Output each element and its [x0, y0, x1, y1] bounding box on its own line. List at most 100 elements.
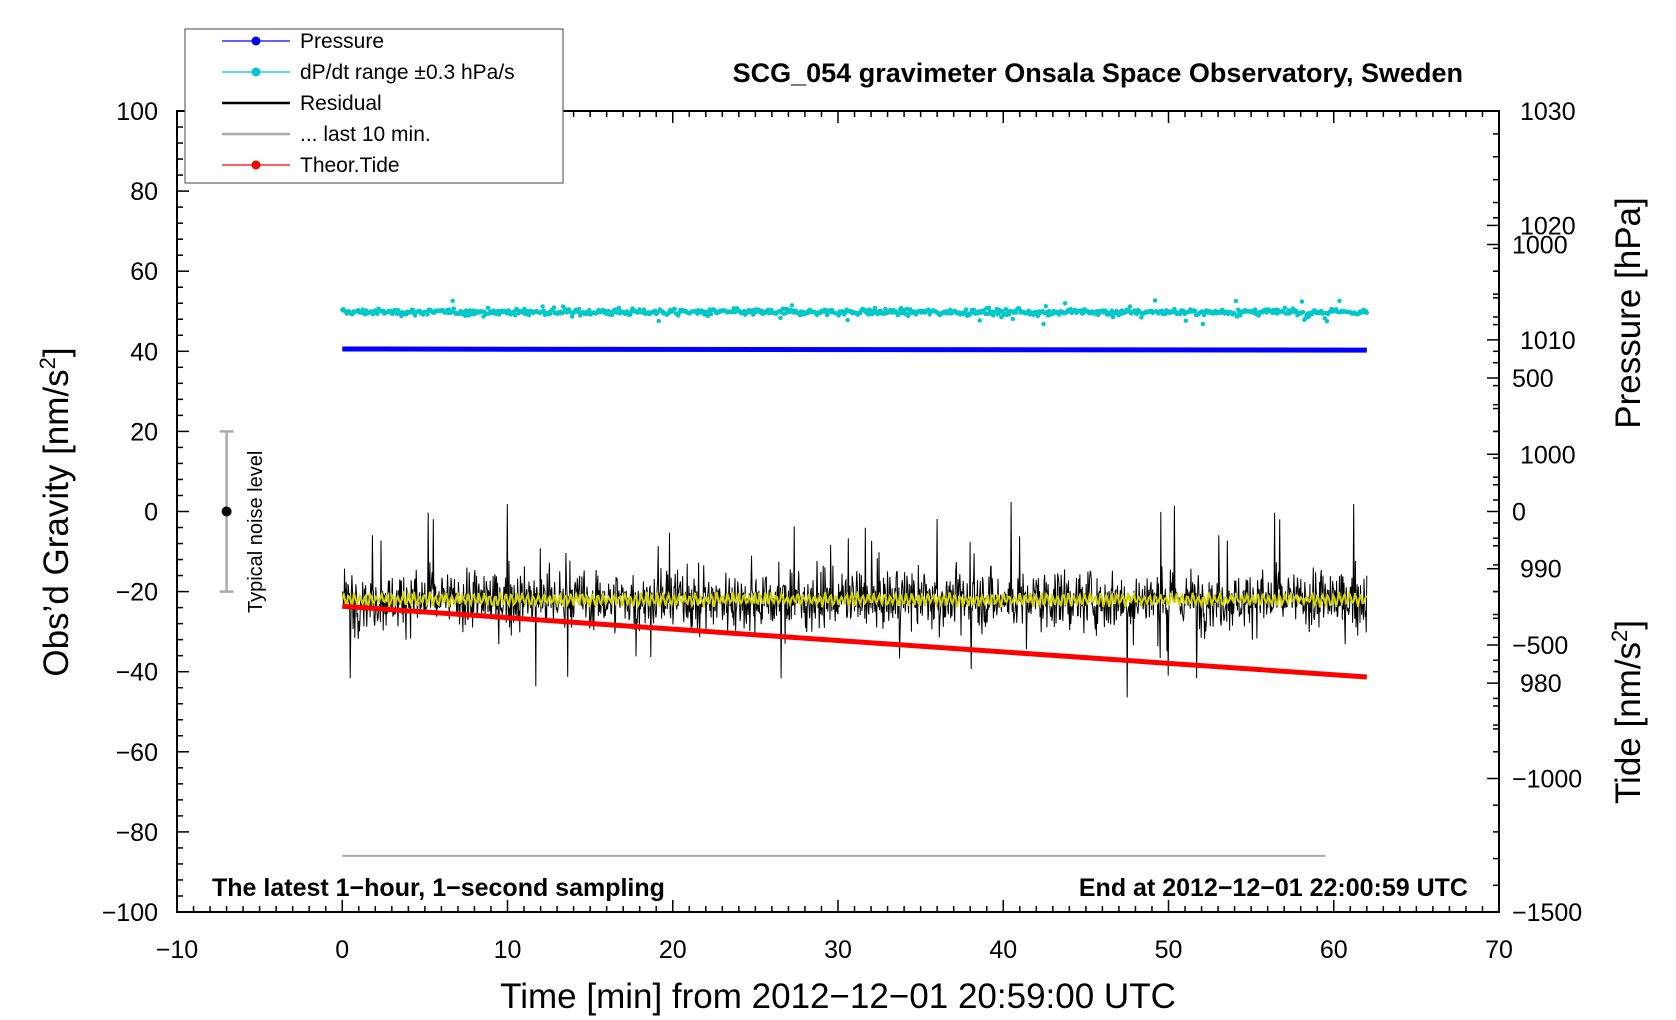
x-tick-label: 0 — [335, 936, 349, 964]
gravity-tick-label: 0 — [144, 499, 158, 527]
dpdt-point — [778, 315, 783, 321]
tide-tick-label: 500 — [1512, 365, 1554, 393]
x-tick-label: 20 — [659, 936, 687, 964]
dpdt-point — [1139, 315, 1144, 320]
x-tick-label: 30 — [824, 936, 852, 964]
dpdt-point — [1081, 311, 1086, 316]
gravity-label-superscript: 2 — [35, 357, 60, 369]
legend-label: ... last 10 min. — [300, 123, 431, 146]
dpdt-point — [705, 313, 710, 319]
dpdt-point — [947, 307, 953, 312]
x-tick-label: 40 — [989, 936, 1017, 964]
dpdt-point — [1364, 310, 1370, 315]
dpdt-point — [656, 318, 661, 324]
series-dp-dt — [340, 298, 1370, 327]
dpdt-point — [1110, 314, 1116, 320]
series-pressure — [342, 346, 1367, 353]
tide-tick-labels: −1500 −1000 −500 0 500 1000 — [1512, 232, 1582, 928]
legend: Pressure dP/dt range ±0.3 hPa/s Residual..… — [184, 28, 564, 184]
gravity-label-bracket: ] — [37, 347, 76, 357]
dpdt-point — [825, 312, 830, 318]
gravity-tick-label: 20 — [130, 418, 158, 446]
dpdt-point — [1234, 314, 1240, 319]
legend-items: Pressure dP/dt range ±0.3 hPa/s Residual..… — [222, 30, 515, 177]
dpdt-point — [883, 306, 888, 312]
tide-tick-label: 1000 — [1512, 232, 1568, 260]
dpdt-point — [1236, 307, 1241, 312]
noise-level-label: Typical noise level — [245, 451, 267, 613]
legend-label: Residual — [300, 92, 382, 115]
dpdt-point — [641, 307, 647, 312]
dpdt-point — [1253, 307, 1258, 312]
dpdt-point — [616, 305, 622, 310]
x-tick-label: 50 — [1155, 936, 1183, 964]
dpdt-point — [904, 306, 910, 312]
pressure-tick-label: 1000 — [1520, 441, 1576, 469]
gravity-tick-label: 40 — [130, 338, 158, 366]
dpdt-point — [485, 305, 491, 310]
dpdt-point — [1238, 313, 1243, 318]
gravity-tick-label: −100 — [102, 899, 158, 927]
noise-bar-center-dot — [221, 506, 232, 517]
gravity-tick-label: −60 — [116, 739, 158, 767]
gravity-tick-label: 100 — [116, 98, 158, 126]
legend-marker — [251, 36, 261, 46]
dpdt-point — [513, 313, 518, 318]
annotation-end-time: End at 2012−12−01 22:00:59 UTC — [1079, 874, 1468, 902]
dpdt-point — [1043, 304, 1049, 309]
dpdt-point — [1192, 308, 1198, 314]
noise-level-bar: Typical noise level — [219, 430, 267, 613]
dpdt-point — [1183, 318, 1189, 323]
gravity-tick-label: 60 — [130, 258, 158, 286]
x-tick-labels: −10 0 10 20 30 40 50 60 70 — [156, 936, 1513, 964]
dpdt-point — [845, 317, 850, 323]
x-axis-title: Time [min] from 2012−12−01 20:59:00 UTC — [500, 977, 1176, 1016]
dpdt-point — [548, 311, 553, 316]
x-tick-label: 70 — [1485, 936, 1513, 964]
dpdt-point — [1127, 304, 1133, 309]
x-tick-label: 60 — [1320, 936, 1348, 964]
tide-tick-label: 0 — [1512, 499, 1526, 527]
dpdt-point — [375, 311, 380, 316]
legend-label: Theor.Tide — [300, 154, 400, 177]
chart-title: SCG_054 gravimeter Onsala Space Observat… — [733, 58, 1463, 88]
dpdt-point — [986, 305, 992, 310]
dpdt-point — [449, 309, 454, 314]
pressure-tick-label: 1020 — [1520, 212, 1576, 240]
dpdt-point — [1232, 311, 1237, 316]
dpdt-point — [672, 306, 677, 311]
dpdt-point — [1010, 316, 1015, 322]
dpdt-point — [464, 308, 469, 313]
pressure-tick-label: 1010 — [1520, 327, 1576, 355]
series-residual — [341, 501, 1368, 698]
y-axis-title-pressure: Pressure [hPa] — [1609, 197, 1648, 429]
dpdt-point — [1282, 305, 1288, 310]
dpdt-point — [1233, 298, 1239, 304]
dpdt-point — [977, 318, 982, 323]
dpdt-point — [1152, 298, 1158, 303]
dpdt-point — [522, 306, 527, 311]
dpdt-point — [360, 307, 365, 312]
dpdt-point — [908, 307, 913, 312]
dpdt-point — [1299, 299, 1305, 304]
dpdt-point — [872, 305, 878, 311]
dpdt-point — [1014, 310, 1019, 315]
dpdt-point — [1062, 301, 1068, 306]
dpdt-point — [1159, 308, 1165, 313]
dpdt-point — [540, 304, 545, 309]
legend-marker — [251, 67, 261, 77]
series-residual-smoothed — [341, 589, 1368, 610]
tide-tick-label: −1000 — [1512, 766, 1582, 794]
dpdt-point — [905, 313, 911, 319]
legend-marker — [251, 160, 261, 170]
legend-label: dP/dt range ±0.3 hPa/s — [300, 61, 515, 84]
series-layer — [340, 298, 1370, 857]
y-axis-title-tide: Tide [nm/s2] — [1607, 620, 1648, 804]
dpdt-point — [1324, 319, 1330, 324]
x-tick-label: −10 — [156, 936, 198, 964]
dpdt-point — [410, 307, 415, 312]
dpdt-point — [1256, 313, 1261, 318]
series-theor-tide — [342, 603, 1367, 680]
tide-label-superscript: 2 — [1607, 630, 1632, 642]
